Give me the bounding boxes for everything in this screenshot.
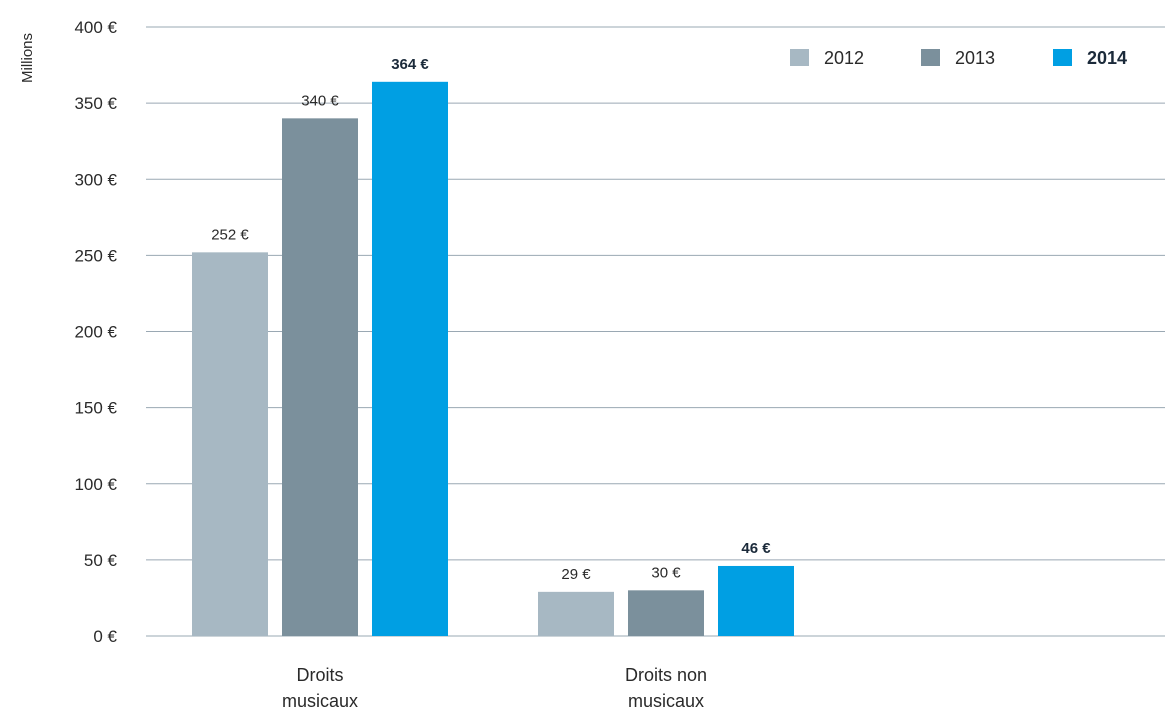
y-tick-label: 100 € [74, 475, 117, 494]
category-label: Droits non [625, 665, 707, 685]
bar-2012 [192, 252, 268, 636]
y-tick-label: 300 € [74, 170, 117, 189]
category-label: Droits [296, 665, 343, 685]
y-tick-label: 200 € [74, 323, 117, 342]
data-label: 340 € [301, 92, 339, 109]
bar-2012 [538, 591, 614, 636]
bars [192, 81, 794, 637]
category-label: musicaux [628, 691, 704, 711]
x-axis-categories: Droits musicaux Droits non musicaux [282, 665, 707, 711]
legend: 2012 2013 2014 [790, 48, 1127, 68]
data-label: 30 € [651, 564, 681, 581]
data-label: 364 € [391, 56, 429, 73]
data-labels: 252 € 29 € 340 € 30 € 364 € 46 € [211, 56, 771, 583]
y-tick-label: 50 € [84, 551, 118, 570]
data-label: 29 € [561, 566, 591, 583]
y-tick-label: 350 € [74, 94, 117, 113]
y-tick-label: 0 € [93, 627, 117, 646]
legend-swatch [921, 49, 940, 66]
legend-label: 2012 [824, 48, 864, 68]
y-axis-label: Millions [19, 33, 36, 83]
legend-swatch [790, 49, 809, 66]
y-tick-label: 250 € [74, 246, 117, 265]
bar-2014 [718, 565, 794, 636]
bar-2013 [628, 590, 704, 636]
y-tick-label: 150 € [74, 399, 117, 418]
legend-label: 2013 [955, 48, 995, 68]
category-label: musicaux [282, 691, 358, 711]
legend-label: 2014 [1087, 48, 1127, 68]
y-tick-label: 400 € [74, 18, 117, 37]
data-label: 46 € [741, 540, 771, 557]
bar-2013 [282, 118, 358, 637]
y-axis-ticks: 0 € 50 € 100 € 150 € 200 € 250 € 300 € 350 € 400… [74, 18, 117, 646]
legend-swatch [1053, 49, 1072, 66]
data-label: 252 € [211, 226, 249, 243]
bar-2014 [372, 81, 448, 636]
